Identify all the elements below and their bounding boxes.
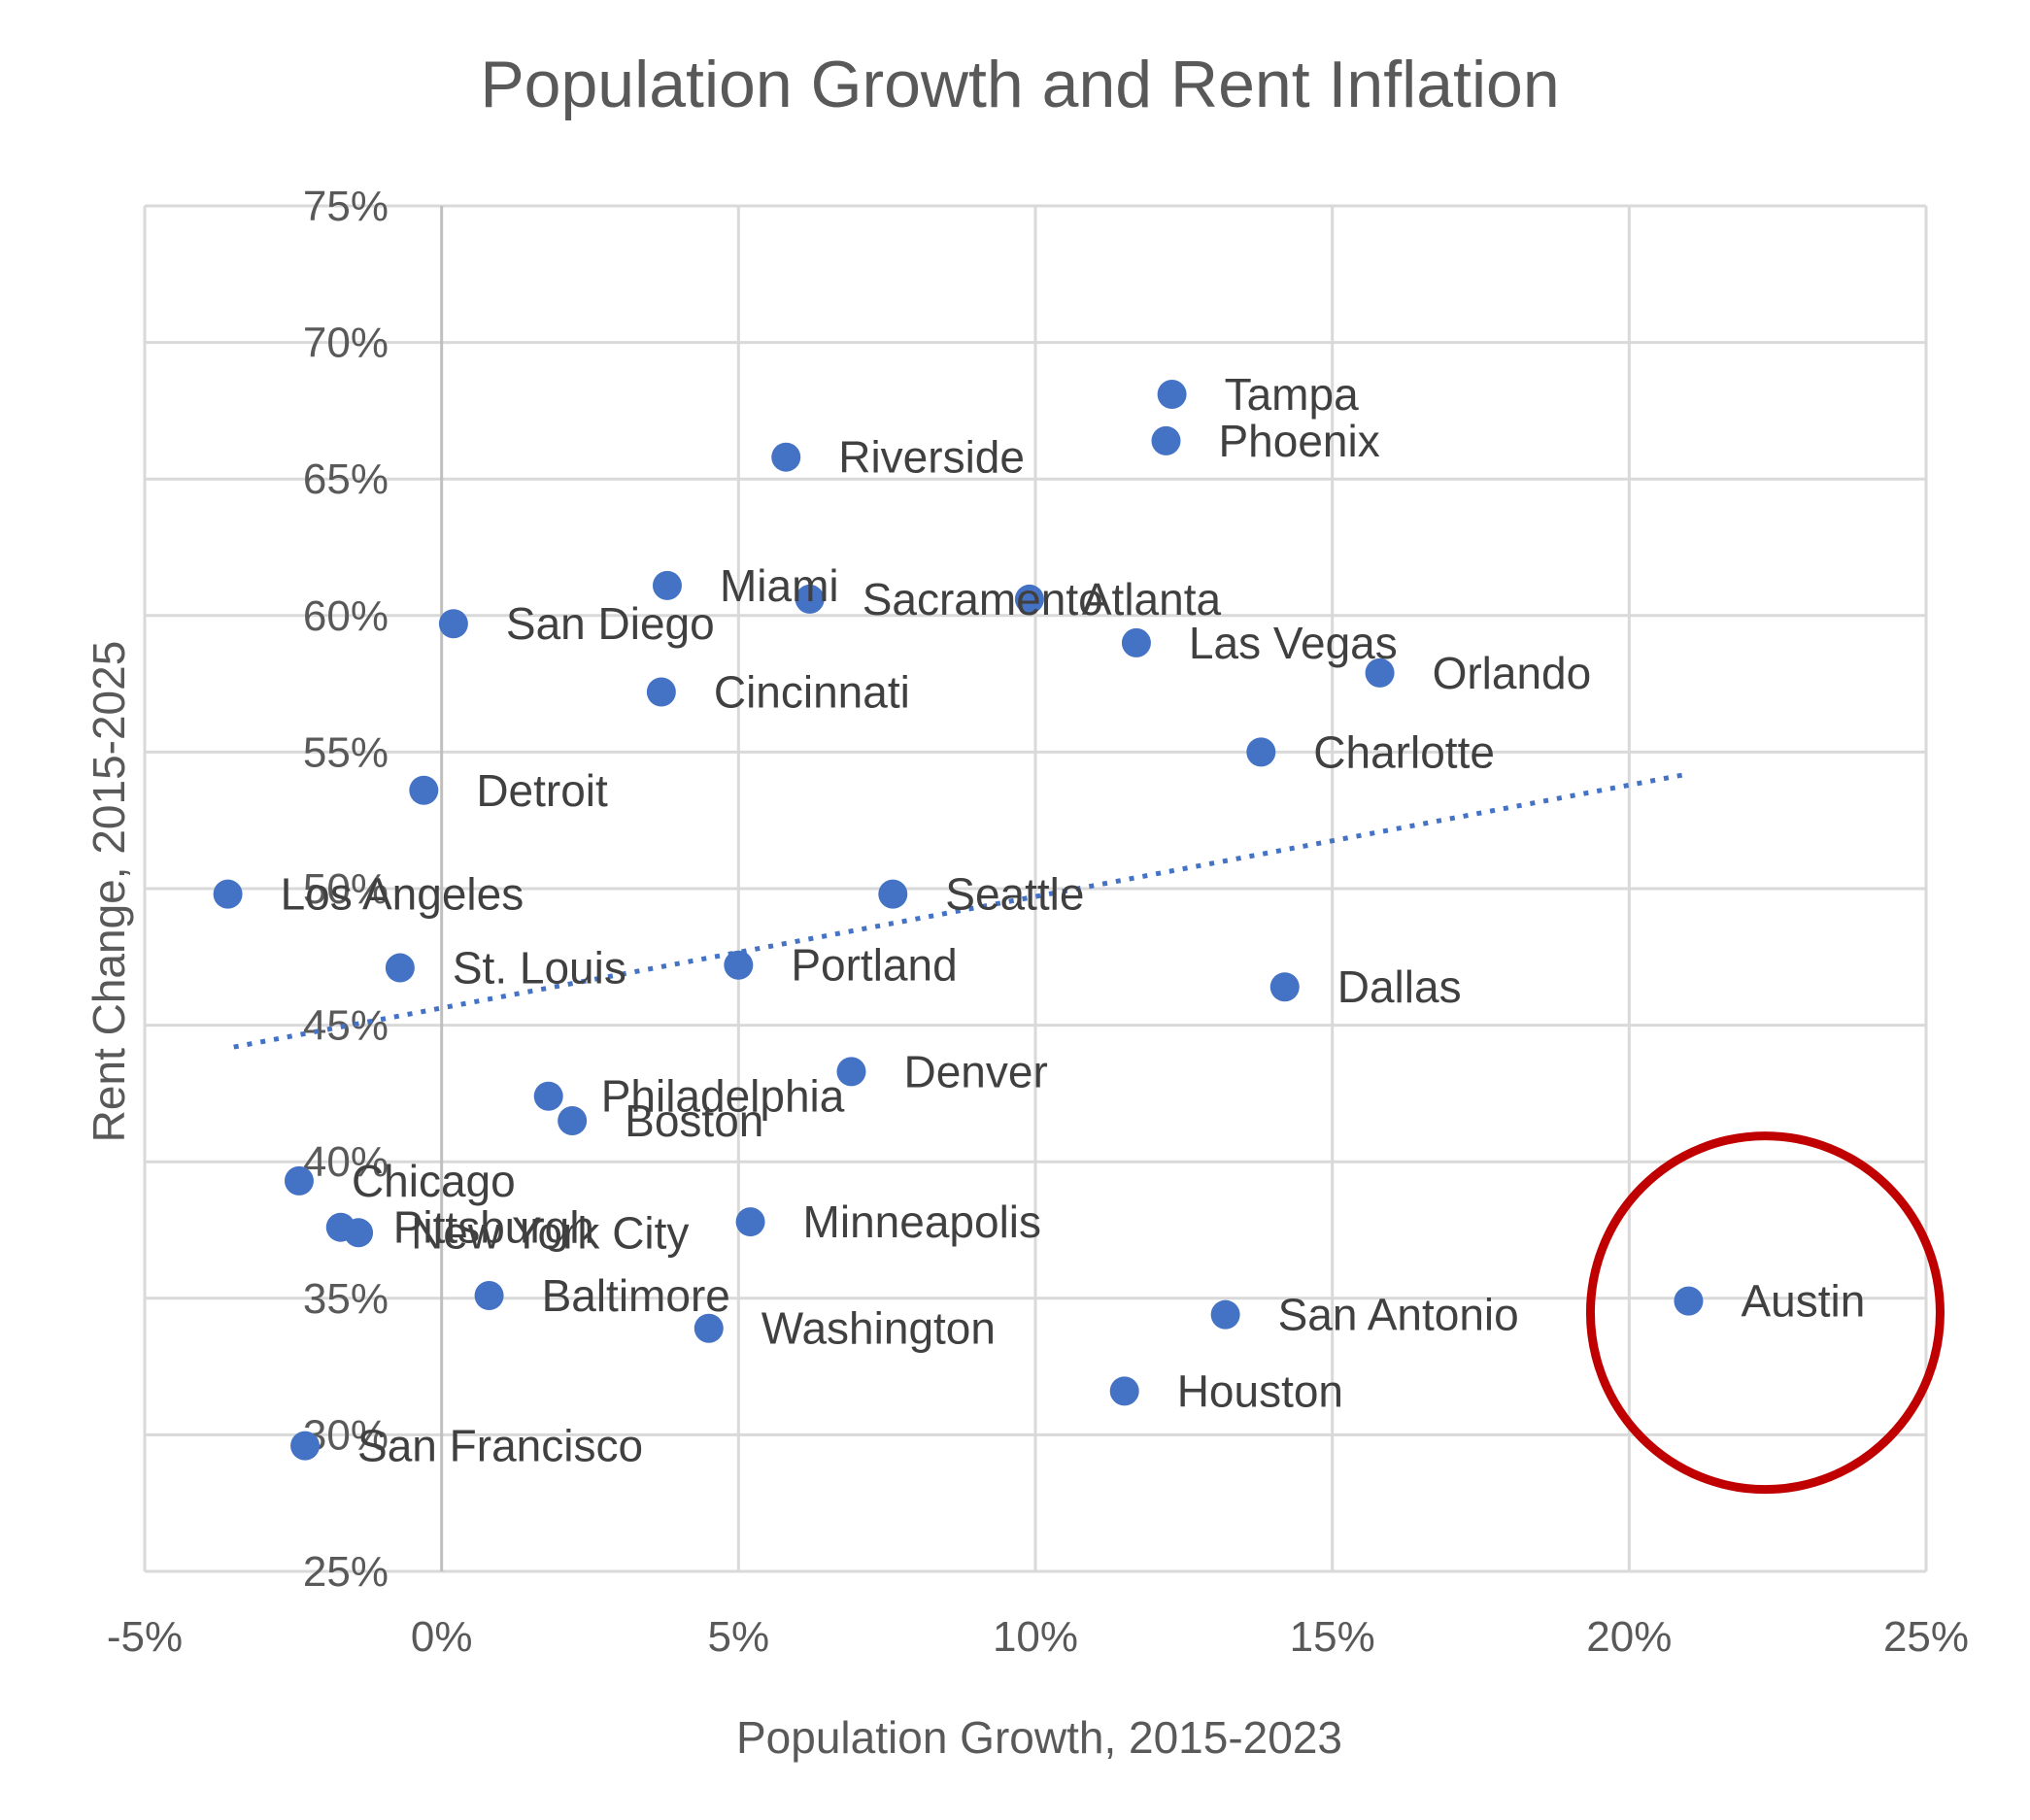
x-tick-label: 10% — [993, 1613, 1078, 1661]
data-point — [438, 609, 468, 639]
y-tick-label: 35% — [303, 1275, 389, 1323]
data-point — [1269, 972, 1300, 1002]
x-axis-title: Population Growth, 2015-2023 — [736, 1712, 1342, 1763]
y-tick-label: 25% — [303, 1548, 389, 1596]
data-label: Tampa — [1225, 369, 1359, 420]
data-label: San Francisco — [357, 1421, 643, 1471]
data-point — [1151, 425, 1181, 455]
highlight-circle — [1585, 1131, 1945, 1495]
y-tick-label: 65% — [303, 455, 389, 503]
data-point — [1210, 1299, 1240, 1330]
data-point — [1157, 380, 1187, 410]
data-label: St. Louis — [453, 943, 626, 994]
data-point — [290, 1431, 321, 1461]
data-label: Washington — [761, 1303, 996, 1354]
data-point — [385, 953, 415, 983]
data-label: Minneapolis — [803, 1196, 1041, 1247]
data-point — [213, 879, 243, 909]
data-label: Portland — [791, 940, 957, 991]
data-point — [1014, 584, 1044, 614]
data-label: Sacramento — [863, 574, 1103, 624]
x-tick-label: -5% — [107, 1613, 183, 1661]
data-label: Dallas — [1337, 961, 1462, 1012]
y-axis-title: Rent Change, 2015-2025 — [84, 641, 134, 1143]
data-label: Detroit — [476, 765, 608, 816]
y-tick-label: 40% — [303, 1138, 389, 1186]
data-label: Los Angeles — [281, 869, 524, 920]
y-tick-label: 50% — [303, 865, 389, 913]
x-tick-label: 15% — [1290, 1613, 1375, 1661]
data-label: New York City — [411, 1207, 689, 1258]
data-point — [409, 775, 439, 805]
data-label: San Diego — [506, 598, 715, 649]
data-label: Phoenix — [1218, 416, 1379, 466]
data-label: Las Vegas — [1189, 618, 1398, 668]
y-tick-label: 45% — [303, 1002, 389, 1050]
data-label: Boston — [625, 1095, 763, 1146]
data-label: Austin — [1741, 1276, 1865, 1327]
data-points — [213, 380, 1704, 1461]
x-tick-label: 20% — [1586, 1613, 1672, 1661]
data-point — [1121, 627, 1151, 657]
chart-title: Population Growth and Rent Inflation — [480, 48, 1559, 121]
data-point — [771, 442, 801, 472]
data-point — [735, 1207, 765, 1237]
data-label: Orlando — [1433, 648, 1592, 698]
gridlines — [143, 204, 1928, 1573]
data-label: Miami — [720, 560, 839, 611]
data-point — [1365, 657, 1395, 688]
data-label: Philadelphia — [601, 1071, 845, 1122]
data-point — [694, 1313, 724, 1343]
x-tick-label: 25% — [1883, 1613, 1969, 1661]
y-tick-label: 75% — [303, 183, 389, 230]
data-label: Chicago — [352, 1156, 516, 1206]
data-label: Denver — [903, 1046, 1047, 1096]
y-tick-label: 60% — [303, 592, 389, 640]
trendline-layer — [233, 771, 1689, 1050]
data-point — [1109, 1376, 1139, 1406]
data-point — [836, 1057, 866, 1087]
data-point — [1246, 737, 1276, 767]
y-tick-label: 70% — [303, 320, 389, 367]
data-label: Riverside — [838, 432, 1025, 483]
data-label: Atlanta — [1082, 574, 1222, 624]
data-label: Cincinnati — [714, 667, 910, 718]
data-label: Charlotte — [1313, 726, 1495, 777]
data-label: Baltimore — [542, 1270, 730, 1321]
data-point — [474, 1280, 504, 1310]
trendline — [233, 771, 1689, 1050]
data-label: Seattle — [945, 869, 1084, 920]
data-point — [284, 1165, 314, 1196]
y-tick-label: 55% — [303, 728, 389, 776]
data-point — [724, 950, 754, 980]
data-point — [1674, 1286, 1704, 1316]
data-point — [652, 570, 682, 600]
data-label: San Antonio — [1278, 1290, 1519, 1340]
axis-ticks: 25%30%35%40%45%50%55%60%65%70%75%-5% 0% 5%… — [107, 183, 1969, 1661]
highlight-layer — [1585, 1131, 1945, 1495]
data-point — [558, 1106, 588, 1136]
data-point — [344, 1218, 374, 1248]
x-tick-label: 5% — [708, 1613, 770, 1661]
x-tick-label: 0% — [411, 1613, 473, 1661]
data-point — [533, 1081, 563, 1111]
data-point — [795, 584, 825, 614]
data-label: Houston — [1177, 1365, 1343, 1416]
data-label: Pittsburgh — [393, 1202, 594, 1253]
data-point — [646, 677, 676, 707]
data-point — [878, 879, 908, 909]
